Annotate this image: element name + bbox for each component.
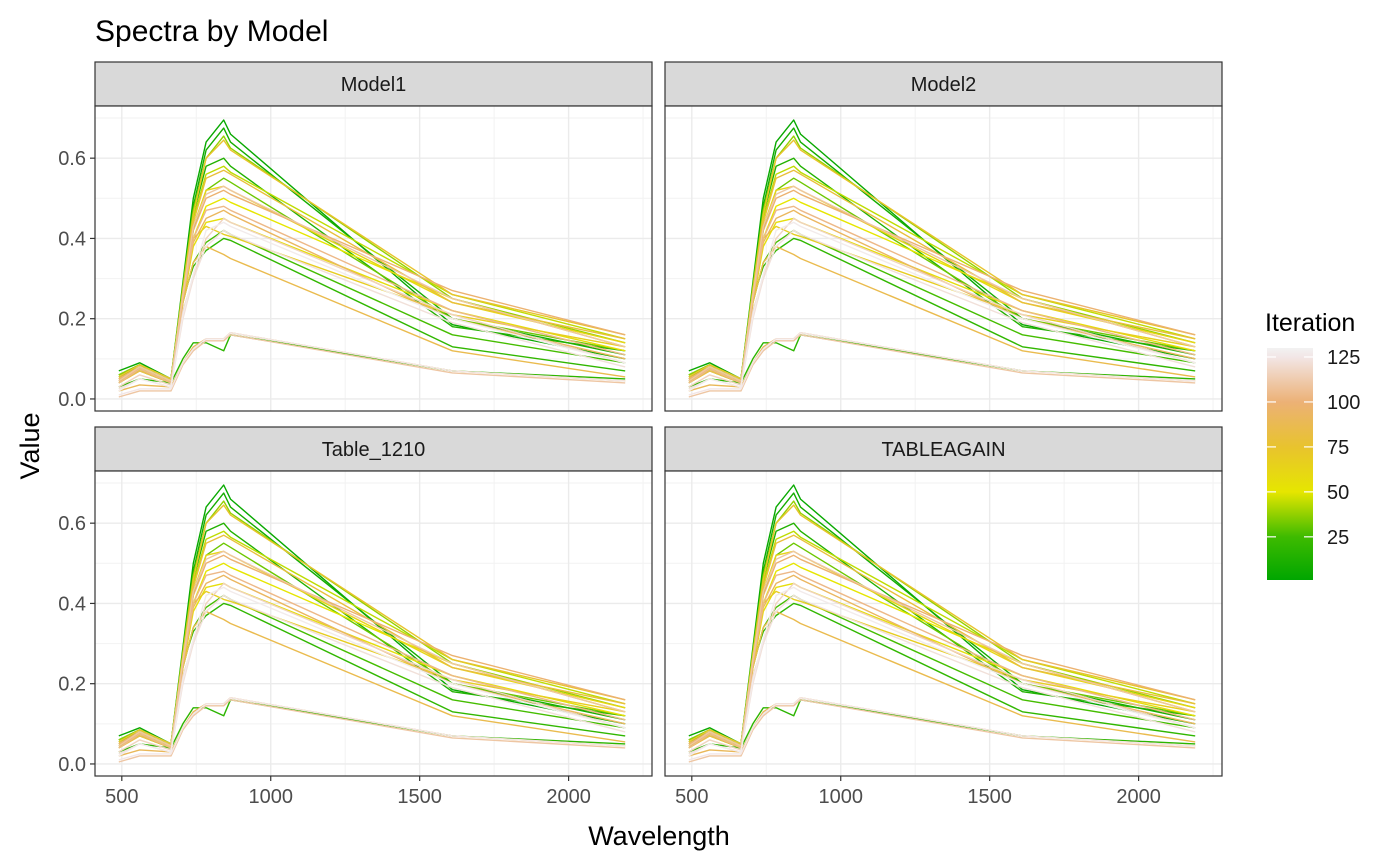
spectrum-line xyxy=(118,205,626,384)
y-tick-label: 0.4 xyxy=(58,228,86,250)
spectrum-line xyxy=(688,504,1196,745)
spectrum-line xyxy=(688,699,1196,763)
legend-colorbar xyxy=(1267,348,1313,580)
spectrum-line xyxy=(118,217,626,388)
spectrum-line xyxy=(688,332,1196,396)
y-tick-label: 0.6 xyxy=(58,513,86,535)
facet-panel: Model1 0.0 0.2 0.4 0.6 xyxy=(58,61,653,412)
x-tick-label: 1500 xyxy=(967,786,1012,808)
y-tick-label: 0.2 xyxy=(58,674,86,696)
facet-strip-label: Model1 xyxy=(341,74,407,96)
facet-strip-label: Model2 xyxy=(911,74,977,96)
spectrum-line xyxy=(118,699,626,763)
spectrum-line xyxy=(118,697,626,761)
spectrum-line xyxy=(688,139,1196,380)
x-tick-label: 500 xyxy=(105,786,138,808)
panel-border xyxy=(664,105,1223,412)
legend-title: Iteration xyxy=(1265,309,1355,337)
legend-tick-label: 125 xyxy=(1327,347,1360,369)
legend-ticks: 25 50 75 100 125 xyxy=(1267,347,1360,549)
spectrum-line xyxy=(118,221,626,392)
facet-strip-label: TABLEAGAIN xyxy=(881,439,1005,461)
facet-strip-label: Table_1210 xyxy=(322,439,425,461)
x-tick-label: 1000 xyxy=(818,786,863,808)
spectrum-line xyxy=(118,119,626,380)
y-tick-label: 0.0 xyxy=(58,389,86,411)
legend-tick-label: 75 xyxy=(1327,437,1349,459)
spectrum-line xyxy=(118,570,626,749)
x-tick-label: 2000 xyxy=(546,786,591,808)
spectrum-line xyxy=(688,217,1196,388)
panel-border xyxy=(664,470,1223,777)
y-tick-label: 0.4 xyxy=(58,593,86,615)
spectrum-line xyxy=(118,586,626,757)
spectrum-line xyxy=(688,582,1196,753)
spectrum-line xyxy=(688,697,1196,761)
x-tick-label: 1500 xyxy=(397,786,442,808)
y-tick-label: 0.2 xyxy=(58,309,86,331)
spectrum-line xyxy=(688,334,1196,398)
spectrum-line xyxy=(688,550,1196,747)
spectrum-line xyxy=(118,550,626,747)
spectrum-line xyxy=(118,484,626,745)
legend-tick-label: 50 xyxy=(1327,482,1349,504)
x-tick-label: 1000 xyxy=(248,786,293,808)
facet-panels: Model1 0.0 0.2 0.4 0.6 Model2 Table_1210 0.0 0.2… xyxy=(58,61,1223,808)
facet-panel: TABLEAGAIN 500 1000 1500 2000 xyxy=(664,426,1223,808)
facet-strip xyxy=(664,61,1223,107)
legend-tick-label: 25 xyxy=(1327,527,1349,549)
facet-strip xyxy=(94,61,653,107)
spectrum-line xyxy=(118,334,626,398)
spectrum-line xyxy=(118,139,626,380)
legend-tick-label: 100 xyxy=(1327,392,1360,414)
panel-border xyxy=(94,470,653,777)
spectrum-line xyxy=(688,205,1196,384)
spectrum-line xyxy=(118,504,626,745)
spectrum-line xyxy=(688,586,1196,757)
spectrum-line xyxy=(688,221,1196,392)
x-tick-label: 500 xyxy=(675,786,708,808)
spectrum-line xyxy=(688,570,1196,749)
y-tick-label: 0.6 xyxy=(58,148,86,170)
spectrum-line xyxy=(688,119,1196,380)
color-legend: Iteration 25 50 75 100 125 xyxy=(1265,309,1360,580)
chart-title: Spectra by Model xyxy=(95,15,328,48)
spectrum-line xyxy=(688,484,1196,745)
y-tick-label: 0.0 xyxy=(58,754,86,776)
facet-panel: Table_1210 0.0 0.2 0.4 0.6 500 1000 1500 2000 xyxy=(58,426,653,808)
x-tick-label: 2000 xyxy=(1116,786,1161,808)
spectrum-line xyxy=(118,185,626,382)
panel-border xyxy=(94,105,653,412)
facet-panel: Model2 xyxy=(664,61,1223,412)
y-axis-title: Value xyxy=(15,412,45,479)
spectrum-line xyxy=(118,582,626,753)
spectrum-line xyxy=(688,185,1196,382)
x-axis-title: Wavelength xyxy=(588,821,730,851)
spectrum-line xyxy=(118,332,626,396)
